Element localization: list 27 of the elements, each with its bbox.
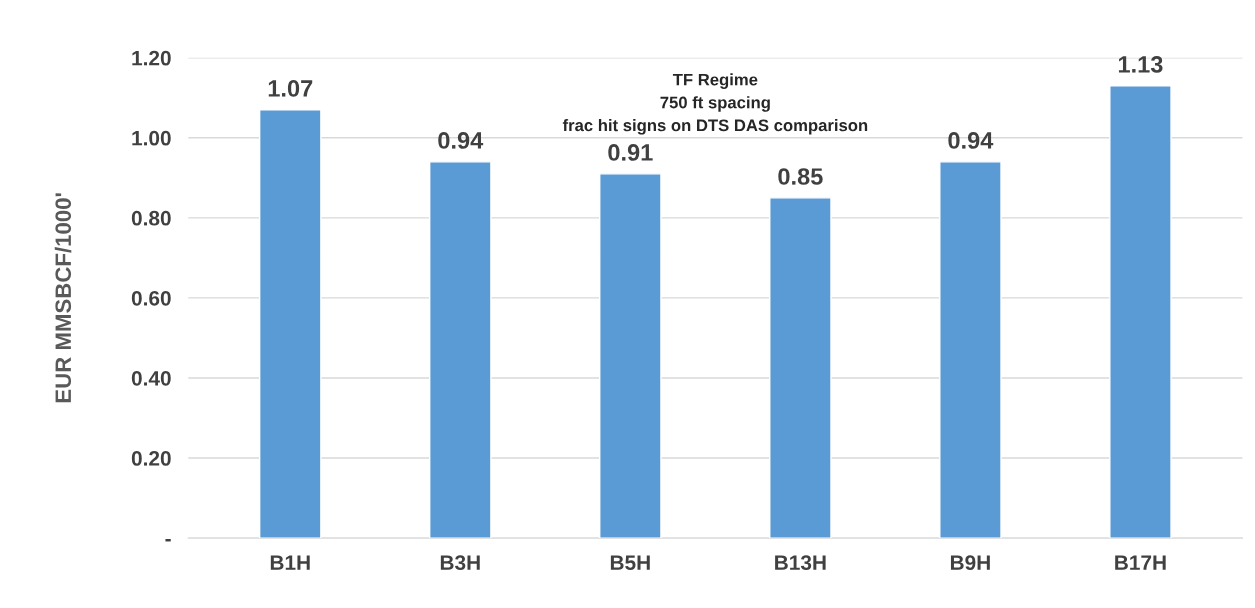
bar (769, 197, 832, 539)
data-label: 0.91 (608, 144, 653, 161)
y-tick-label: 0.40 (131, 370, 171, 386)
bar (258, 109, 322, 539)
x-tick-label: B1H (270, 555, 310, 570)
y-tick-label: 0.60 (131, 290, 171, 306)
y-axis-title: EUR MMSBCF/1000' (54, 193, 72, 403)
data-label: 1.07 (268, 80, 313, 97)
x-tick-label: B17H (1115, 555, 1166, 570)
bar (939, 161, 1002, 539)
y-tick-label: 1.20 (132, 50, 171, 66)
x-tick-label: B3H (440, 555, 480, 571)
bar (429, 161, 492, 539)
data-label: 0.94 (438, 132, 484, 149)
y-tick-label: 0.80 (131, 210, 171, 226)
y-tick-label: 0.20 (131, 451, 171, 466)
bar (1109, 85, 1172, 539)
data-label: 1.13 (1118, 56, 1163, 73)
x-tick-label: B13H (775, 555, 826, 571)
y-tick-label: 1.00 (132, 130, 171, 146)
x-tick-label: B5H (610, 555, 650, 571)
x-tick-label: B9H (950, 555, 990, 571)
text: TF Regime 750 ft spacing frac hit signs on DTS DAS comparison (562, 73, 868, 135)
data-label: 0.85 (778, 168, 823, 185)
bar (599, 173, 662, 539)
data-label: 0.94 (948, 132, 994, 149)
y-tick-label: - (165, 538, 171, 542)
